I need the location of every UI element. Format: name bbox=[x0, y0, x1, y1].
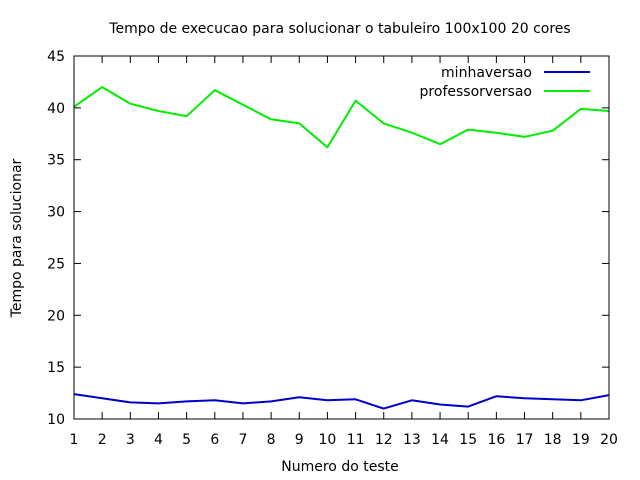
x-tick-label: 13 bbox=[403, 432, 421, 448]
y-tick-label: 40 bbox=[47, 101, 65, 117]
y-tick-label: 30 bbox=[47, 205, 65, 221]
x-axis-label: Numero do teste bbox=[281, 459, 398, 475]
y-tick-label: 35 bbox=[47, 153, 65, 169]
x-tick-label: 12 bbox=[375, 432, 393, 448]
legend-label-minhaversao: minhaversao bbox=[441, 65, 532, 81]
y-tick-label: 20 bbox=[47, 308, 65, 324]
x-tick-label: 15 bbox=[459, 432, 477, 448]
x-tick-label: 3 bbox=[126, 432, 135, 448]
x-tick-label: 7 bbox=[238, 432, 247, 448]
x-tick-label: 9 bbox=[295, 432, 304, 448]
legend: minhaversao professorversao bbox=[420, 65, 590, 100]
series-lines bbox=[73, 86, 610, 410]
x-tick-label: 20 bbox=[600, 432, 618, 448]
x-tick-label: 6 bbox=[210, 432, 219, 448]
series-line-minhaversao bbox=[73, 393, 610, 410]
y-axis-label: Tempo para solucionar bbox=[9, 158, 25, 318]
x-tick-label: 19 bbox=[572, 432, 590, 448]
x-tick-label: 17 bbox=[516, 432, 534, 448]
series-line-professorversao bbox=[73, 86, 610, 149]
legend-label-professorversao: professorversao bbox=[420, 84, 532, 100]
x-tick-label: 18 bbox=[544, 432, 562, 448]
y-tick-label: 10 bbox=[47, 412, 65, 428]
x-tick-label: 14 bbox=[431, 432, 449, 448]
x-tick-label: 2 bbox=[98, 432, 107, 448]
x-tick-label: 16 bbox=[487, 432, 505, 448]
x-tick-label: 1 bbox=[70, 432, 79, 448]
y-tick-label: 25 bbox=[47, 256, 65, 272]
chart-title: Tempo de execucao para solucionar o tabu… bbox=[108, 21, 570, 37]
x-tick-label: 5 bbox=[182, 432, 191, 448]
y-tick-label: 45 bbox=[47, 49, 65, 65]
x-tick-label: 10 bbox=[319, 432, 337, 448]
x-tick-label: 11 bbox=[347, 432, 365, 448]
plot-frame bbox=[73, 55, 610, 420]
x-tick-label: 4 bbox=[154, 432, 163, 448]
y-tick-label: 15 bbox=[47, 360, 65, 376]
x-tick-label: 8 bbox=[267, 432, 276, 448]
